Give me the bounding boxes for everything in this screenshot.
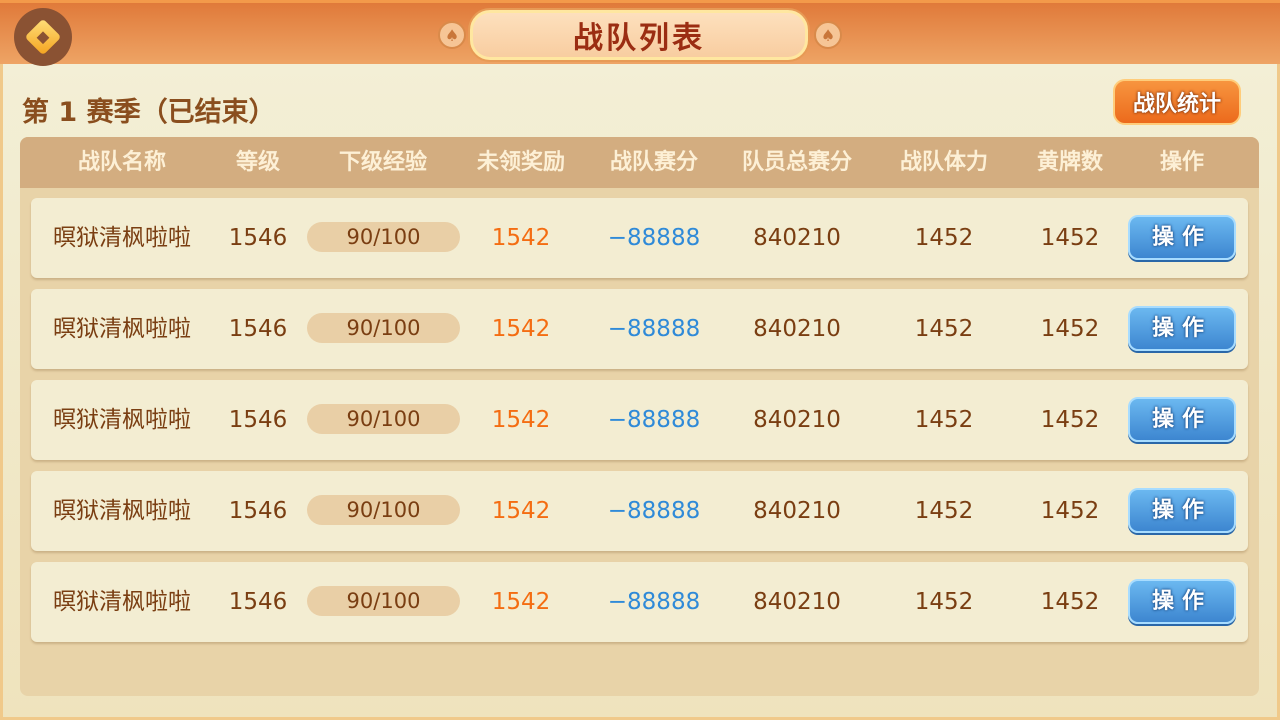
table-row: 暝狱清枫啦啦 1546 1542 −88888 840210 1452 1452 90/100… — [31, 562, 1248, 642]
spade-icon: ♠ — [438, 21, 466, 49]
yellow-cards: 1452 — [1040, 589, 1100, 615]
table-row: 暝狱清枫啦啦 1546 1542 −88888 840210 1452 1452 90/100… — [31, 198, 1248, 278]
unclaimed-reward: 1542 — [491, 589, 551, 615]
column-header: 黄牌数 — [1036, 150, 1104, 175]
team-stamina: 1452 — [914, 407, 974, 433]
column-header: 操作 — [1159, 150, 1205, 175]
team-name: 暝狱清枫啦啦 — [53, 589, 191, 615]
column-header: 等级 — [235, 150, 281, 175]
next-level-exp: 90/100 — [307, 404, 460, 434]
member-total-score: 840210 — [753, 407, 841, 433]
yellow-cards: 1452 — [1040, 316, 1100, 342]
page-title: 战队列表 — [470, 10, 808, 60]
yellow-cards: 1452 — [1040, 498, 1100, 524]
team-stats-button[interactable]: 战队统计 — [1113, 79, 1241, 125]
team-name: 暝狱清枫啦啦 — [53, 407, 191, 433]
operate-button[interactable]: 操作 — [1128, 397, 1236, 442]
team-score: −88888 — [607, 316, 701, 342]
member-total-score: 840210 — [753, 589, 841, 615]
unclaimed-reward: 1542 — [491, 407, 551, 433]
unclaimed-reward: 1542 — [491, 316, 551, 342]
team-name: 暝狱清枫啦啦 — [53, 498, 191, 524]
member-total-score: 840210 — [753, 316, 841, 342]
back-button[interactable] — [14, 8, 72, 66]
level: 1546 — [228, 589, 288, 615]
team-name: 暝狱清枫啦啦 — [53, 316, 191, 342]
level: 1546 — [228, 316, 288, 342]
yellow-cards: 1452 — [1040, 407, 1100, 433]
team-name: 暝狱清枫啦啦 — [53, 225, 191, 251]
operate-button[interactable]: 操作 — [1128, 306, 1236, 351]
column-header: 战队名称 — [77, 150, 167, 175]
column-header: 下级经验 — [338, 150, 428, 175]
level: 1546 — [228, 225, 288, 251]
team-stamina: 1452 — [914, 589, 974, 615]
team-stamina: 1452 — [914, 225, 974, 251]
operate-button[interactable]: 操作 — [1128, 215, 1236, 260]
table-header: 战队名称 等级 下级经验 未领奖励 战队赛分 队员总赛分 战队体力 黄牌数 操作 — [20, 137, 1259, 188]
season-title: 第 1 赛季（已结束） — [22, 97, 276, 128]
top-bar: ♠ 战队列表 ♠ — [0, 0, 1280, 66]
team-stamina: 1452 — [914, 316, 974, 342]
next-level-exp: 90/100 — [307, 586, 460, 616]
next-level-exp: 90/100 — [307, 222, 460, 252]
spade-icon: ♠ — [814, 21, 842, 49]
next-level-exp: 90/100 — [307, 495, 460, 525]
operate-button[interactable]: 操作 — [1128, 579, 1236, 624]
column-header: 未领奖励 — [476, 150, 566, 175]
column-header: 队员总赛分 — [741, 150, 853, 175]
next-level-exp: 90/100 — [307, 313, 460, 343]
unclaimed-reward: 1542 — [491, 498, 551, 524]
table-row: 暝狱清枫啦啦 1546 1542 −88888 840210 1452 1452 90/100… — [31, 471, 1248, 551]
table-row: 暝狱清枫啦啦 1546 1542 −88888 840210 1452 1452 90/100… — [31, 289, 1248, 369]
unclaimed-reward: 1542 — [491, 225, 551, 251]
operate-button[interactable]: 操作 — [1128, 488, 1236, 533]
member-total-score: 840210 — [753, 225, 841, 251]
column-header: 战队赛分 — [609, 150, 699, 175]
yellow-cards: 1452 — [1040, 225, 1100, 251]
team-stamina: 1452 — [914, 498, 974, 524]
level: 1546 — [228, 407, 288, 433]
team-score: −88888 — [607, 225, 701, 251]
member-total-score: 840210 — [753, 498, 841, 524]
team-score: −88888 — [607, 589, 701, 615]
table-row: 暝狱清枫啦啦 1546 1542 −88888 840210 1452 1452 90/100… — [31, 380, 1248, 460]
team-score: −88888 — [607, 407, 701, 433]
back-diamond-icon — [24, 18, 62, 56]
column-header: 战队体力 — [899, 150, 989, 175]
team-score: −88888 — [607, 498, 701, 524]
team-table: 战队名称 等级 下级经验 未领奖励 战队赛分 队员总赛分 战队体力 黄牌数 操作 暝狱清枫啦啦 1… — [20, 137, 1259, 696]
level: 1546 — [228, 498, 288, 524]
